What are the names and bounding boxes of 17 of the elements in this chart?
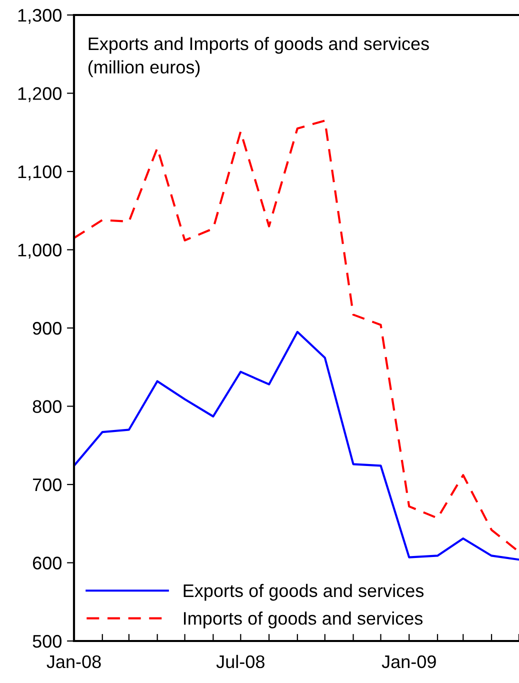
y-tick-label: 700 [33,478,62,492]
x-tick-label: Jul-08 [216,654,264,668]
line-series [74,330,519,561]
y-tick-label: 1,300 [18,8,62,24]
legend-label: Imports of goods and services [184,612,423,628]
x-tick-label: Jan-08 [46,655,101,668]
y-tick-label: 1,100 [18,165,62,180]
line-series [74,120,519,553]
y-tick-label: 500 [32,634,62,648]
y-tick-label: 1,000 [18,244,62,259]
x-tick-label: Jan-09 [382,655,436,668]
y-tick-label: 800 [32,400,62,413]
y-tick-label: 900 [32,322,62,335]
y-tick-label: 1,200 [18,87,62,102]
legend-label: Exports of goods and services [184,584,424,601]
text: Exports and Imports of goods and services (million euros) [88,36,429,78]
y-tick-label: 600 [32,556,62,570]
